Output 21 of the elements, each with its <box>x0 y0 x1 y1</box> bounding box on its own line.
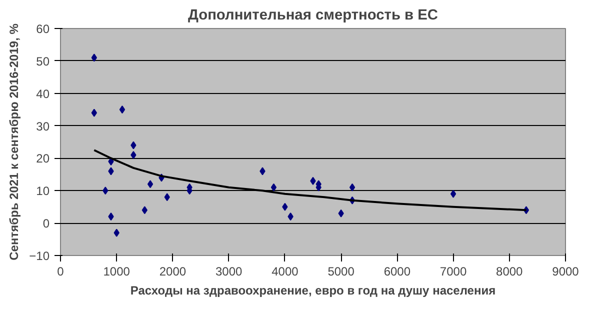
x-tick-label: 8000 <box>496 264 524 278</box>
x-tick-label: 7000 <box>440 264 467 278</box>
y-tick-label: 60 <box>36 22 50 36</box>
x-tick-label: 1000 <box>103 264 130 278</box>
x-tick-label: 3000 <box>215 264 243 278</box>
x-tick-label: 9000 <box>552 264 580 278</box>
x-axis-title: Расходы на здравоохранение, евро в год на душу населения <box>130 284 496 298</box>
y-tick-label: 30 <box>36 119 50 134</box>
y-tick-label: 50 <box>36 54 50 68</box>
x-tick-label: 5000 <box>328 264 355 278</box>
y-tick-label: 40 <box>36 86 50 101</box>
chart-title: Дополнительная смертность в ЕС <box>188 8 438 24</box>
x-tick-label: 4000 <box>272 264 299 278</box>
y-axis-title: Сентябрь 2021 к сентябрю 2016-2019, % <box>7 23 22 260</box>
y-tick-label: 0 <box>42 216 50 231</box>
x-tick-label: 0 <box>57 264 64 278</box>
x-tick-label: 2000 <box>159 264 186 278</box>
y-tick-label: −10 <box>29 249 50 263</box>
y-tick-label: 20 <box>36 152 50 166</box>
x-tick-label: 6000 <box>384 264 411 278</box>
y-tick-label: 10 <box>36 184 50 198</box>
